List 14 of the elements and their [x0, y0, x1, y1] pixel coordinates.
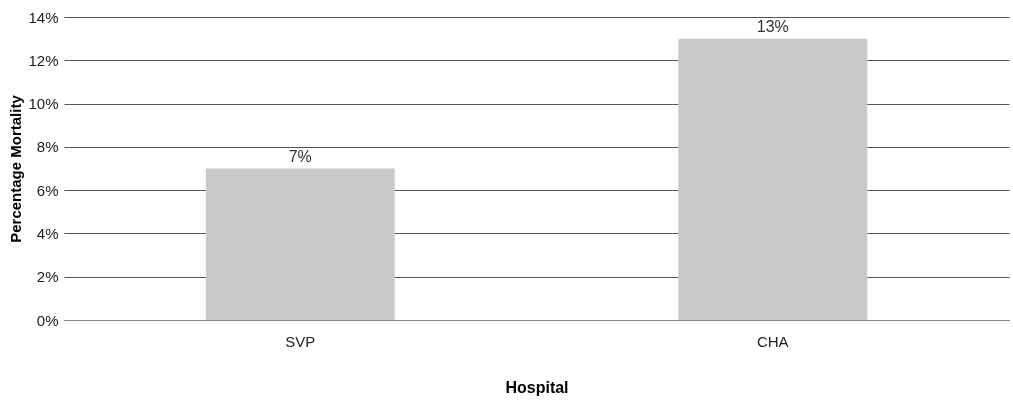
y-axis-title: Percentage Mortality	[7, 94, 25, 243]
y-tick-label: 2%	[36, 268, 59, 286]
y-tick-label: 4%	[36, 224, 59, 242]
data-label: 7%	[288, 147, 312, 165]
y-tick-label: 6%	[36, 181, 59, 199]
y-tick-label: 12%	[28, 51, 59, 69]
x-tick-label: SVP	[285, 332, 316, 350]
y-tick-label: 10%	[28, 95, 59, 113]
data-label: 13%	[756, 17, 789, 35]
x-tick-label: CHA	[756, 332, 789, 350]
x-axis-title: Hospital	[505, 378, 569, 396]
y-tick-label: 8%	[36, 138, 59, 156]
y-tick-label: 14%	[28, 8, 59, 26]
y-tick-label: 0%	[36, 311, 59, 329]
